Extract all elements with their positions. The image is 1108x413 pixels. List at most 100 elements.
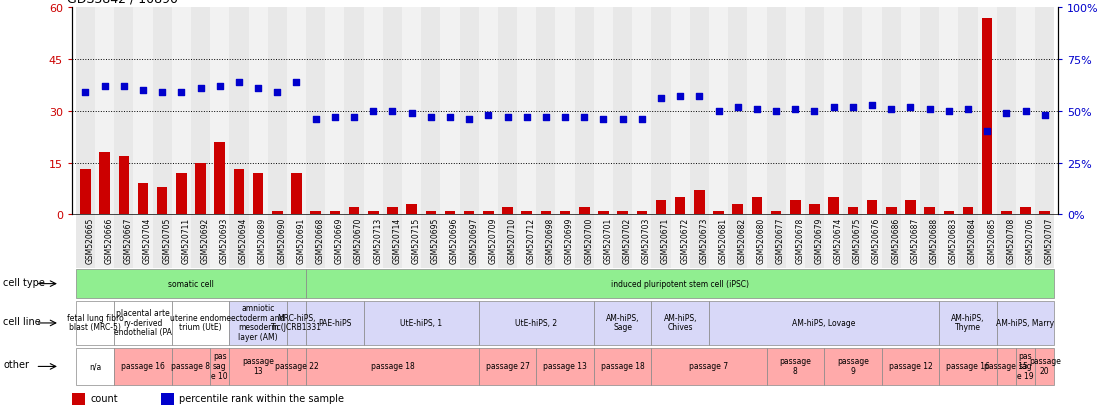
Text: GSM520669: GSM520669 bbox=[335, 217, 343, 264]
Bar bbox=[809, 204, 820, 215]
Bar bbox=[191, 215, 211, 268]
Point bbox=[383, 108, 401, 115]
Text: passage 15: passage 15 bbox=[984, 361, 1028, 370]
FancyBboxPatch shape bbox=[211, 349, 229, 385]
Bar bbox=[575, 215, 594, 268]
Point bbox=[249, 85, 267, 92]
Bar bbox=[497, 215, 517, 268]
Bar bbox=[464, 211, 474, 215]
Point bbox=[863, 102, 881, 109]
Bar bbox=[786, 215, 804, 268]
Bar bbox=[536, 8, 555, 215]
Point bbox=[173, 90, 191, 96]
Text: GSM520703: GSM520703 bbox=[642, 217, 650, 264]
FancyBboxPatch shape bbox=[306, 349, 479, 385]
FancyBboxPatch shape bbox=[824, 349, 882, 385]
Bar bbox=[940, 8, 958, 215]
Text: GSM520691: GSM520691 bbox=[297, 217, 306, 263]
Point bbox=[690, 94, 708, 100]
Text: placental arte
ry-derived
endothelial (PA: placental arte ry-derived endothelial (P… bbox=[114, 308, 172, 336]
Bar bbox=[579, 208, 589, 215]
Bar bbox=[157, 187, 167, 215]
Bar bbox=[636, 211, 647, 215]
Bar bbox=[310, 211, 321, 215]
Bar bbox=[675, 197, 686, 215]
Text: induced pluripotent stem cell (iPSC): induced pluripotent stem cell (iPSC) bbox=[612, 279, 749, 288]
Bar bbox=[517, 8, 536, 215]
Text: pas
sag
e 10: pas sag e 10 bbox=[212, 351, 228, 380]
Bar bbox=[75, 8, 95, 215]
Text: passage 16: passage 16 bbox=[121, 361, 165, 370]
Bar bbox=[425, 211, 437, 215]
Bar bbox=[714, 211, 724, 215]
Bar bbox=[1016, 8, 1035, 215]
Bar bbox=[633, 8, 652, 215]
Bar bbox=[460, 8, 479, 215]
Text: GSM520681: GSM520681 bbox=[719, 217, 728, 263]
Bar bbox=[982, 19, 993, 215]
Point bbox=[902, 104, 920, 111]
Point bbox=[710, 108, 728, 115]
Bar bbox=[176, 173, 186, 215]
Text: passage 16: passage 16 bbox=[946, 361, 989, 370]
Bar bbox=[133, 215, 153, 268]
Point bbox=[365, 108, 382, 115]
Bar bbox=[287, 215, 306, 268]
Bar bbox=[886, 208, 896, 215]
Text: GSM520682: GSM520682 bbox=[738, 217, 747, 263]
Bar bbox=[613, 8, 633, 215]
Bar bbox=[656, 201, 666, 215]
Bar bbox=[824, 215, 843, 268]
Bar bbox=[95, 215, 114, 268]
Bar bbox=[172, 8, 191, 215]
FancyBboxPatch shape bbox=[479, 301, 594, 345]
FancyBboxPatch shape bbox=[1016, 349, 1035, 385]
Text: GSM520708: GSM520708 bbox=[1006, 217, 1015, 263]
Text: AM-hiPS,
Chives: AM-hiPS, Chives bbox=[664, 313, 697, 332]
Text: AM-hiPS, Marry: AM-hiPS, Marry bbox=[996, 318, 1055, 327]
Bar bbox=[652, 215, 670, 268]
Bar bbox=[100, 153, 110, 215]
Point bbox=[230, 79, 248, 86]
Point bbox=[882, 106, 900, 113]
Bar bbox=[273, 211, 283, 215]
Text: GSM520702: GSM520702 bbox=[623, 217, 632, 263]
Bar bbox=[767, 8, 786, 215]
Text: GSM520710: GSM520710 bbox=[507, 217, 516, 263]
Bar bbox=[268, 215, 287, 268]
Text: GSM520715: GSM520715 bbox=[411, 217, 421, 263]
Text: AM-hiPS,
Sage: AM-hiPS, Sage bbox=[606, 313, 639, 332]
Point bbox=[633, 116, 650, 123]
Bar bbox=[536, 215, 555, 268]
Text: passage 22: passage 22 bbox=[275, 361, 318, 370]
Text: GSM520692: GSM520692 bbox=[201, 217, 209, 263]
FancyBboxPatch shape bbox=[882, 349, 940, 385]
Point bbox=[402, 110, 420, 117]
FancyBboxPatch shape bbox=[940, 349, 997, 385]
Text: passage
9: passage 9 bbox=[837, 356, 869, 375]
Bar bbox=[421, 8, 440, 215]
Text: GSM520665: GSM520665 bbox=[85, 217, 94, 264]
Point bbox=[480, 112, 497, 119]
Text: GSM520695: GSM520695 bbox=[431, 217, 440, 264]
Bar bbox=[460, 215, 479, 268]
Bar bbox=[326, 215, 345, 268]
Bar bbox=[363, 215, 383, 268]
Text: GSM520666: GSM520666 bbox=[104, 217, 114, 264]
Text: GSM520684: GSM520684 bbox=[968, 217, 977, 263]
Text: GSM520693: GSM520693 bbox=[219, 217, 228, 264]
Bar bbox=[555, 215, 575, 268]
FancyBboxPatch shape bbox=[229, 349, 287, 385]
Bar bbox=[268, 8, 287, 215]
Bar bbox=[407, 204, 417, 215]
Text: passage 7: passage 7 bbox=[689, 361, 729, 370]
Text: GSM520685: GSM520685 bbox=[987, 217, 996, 263]
Bar bbox=[843, 8, 862, 215]
Text: count: count bbox=[91, 393, 119, 403]
Bar bbox=[444, 211, 455, 215]
Bar bbox=[229, 215, 248, 268]
Text: percentile rank within the sample: percentile rank within the sample bbox=[179, 393, 345, 403]
Bar bbox=[786, 8, 804, 215]
Bar bbox=[633, 215, 652, 268]
Bar bbox=[541, 211, 551, 215]
